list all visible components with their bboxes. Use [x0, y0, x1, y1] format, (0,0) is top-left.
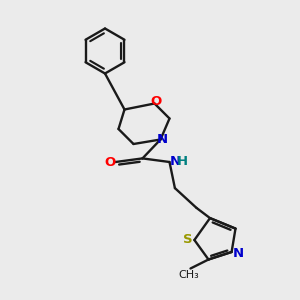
- Text: CH₃: CH₃: [178, 270, 200, 280]
- Text: S: S: [183, 233, 193, 246]
- Text: N: N: [156, 133, 168, 146]
- Text: N: N: [232, 247, 244, 260]
- Text: O: O: [104, 155, 116, 169]
- Text: N: N: [169, 155, 181, 168]
- Text: H: H: [176, 155, 188, 168]
- Text: O: O: [150, 95, 162, 108]
